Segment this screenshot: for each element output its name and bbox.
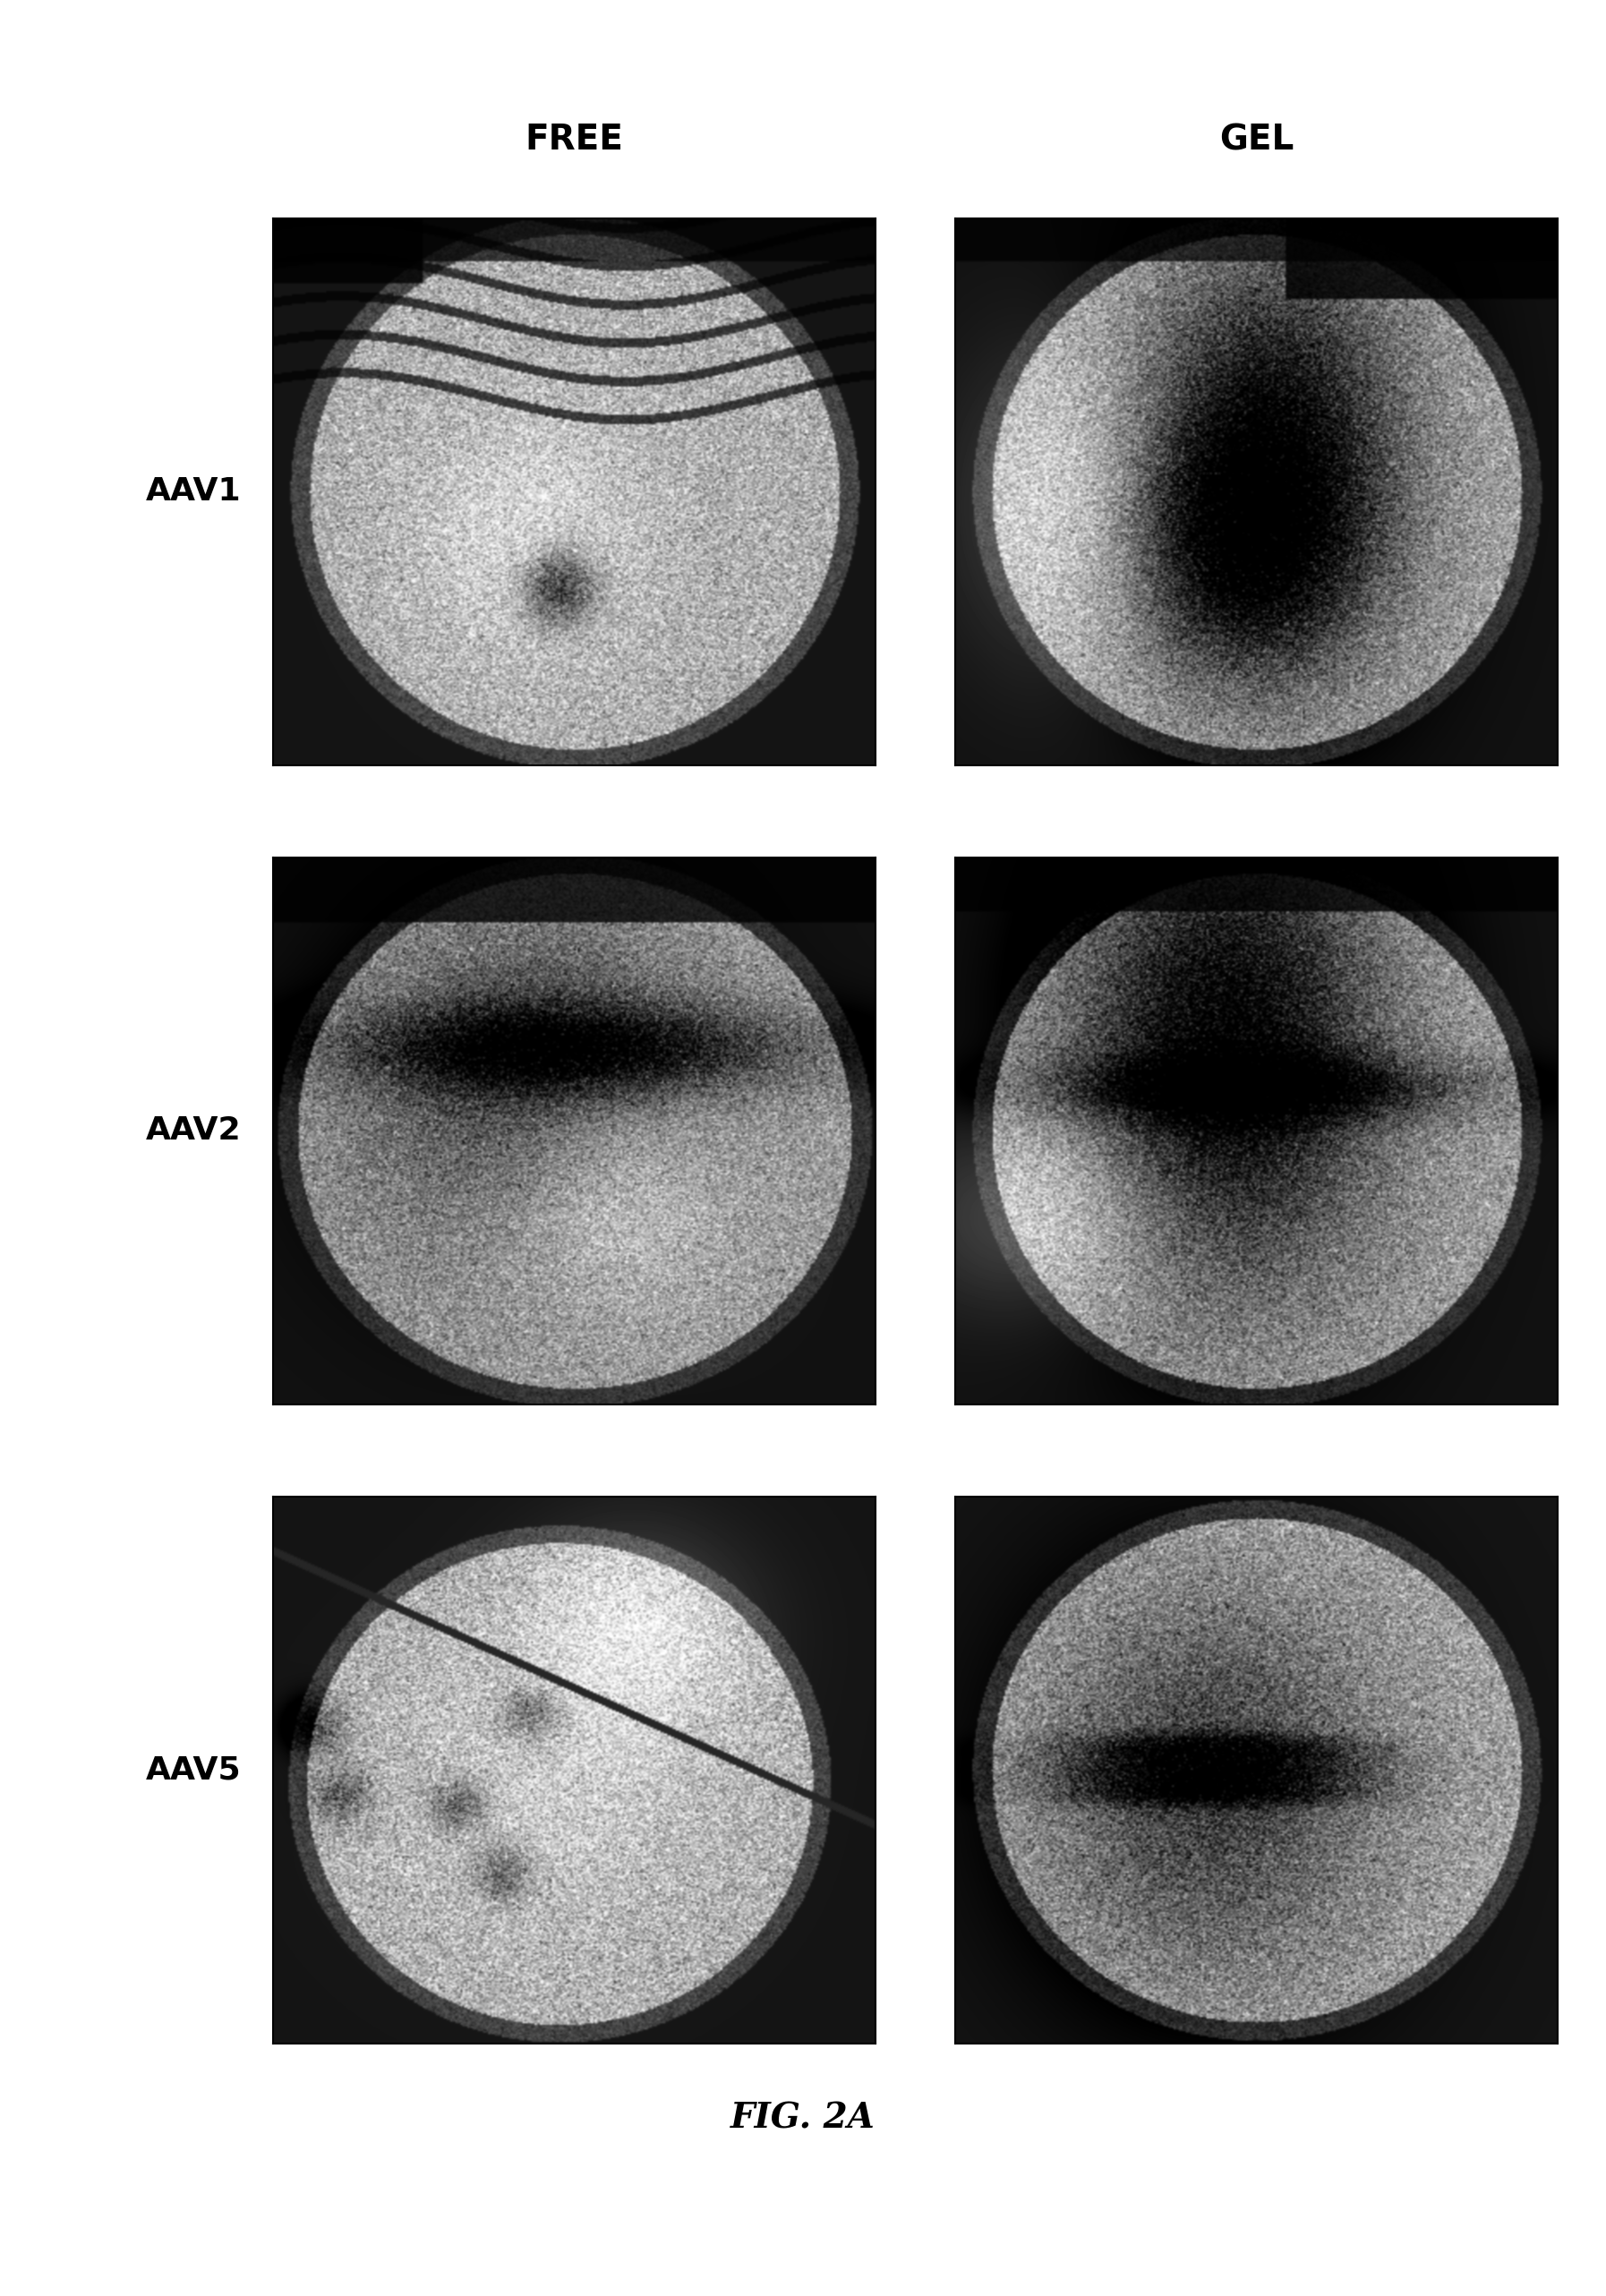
Text: GEL: GEL	[1219, 122, 1294, 156]
Text: AAV5: AAV5	[146, 1754, 241, 1784]
Text: AAV2: AAV2	[146, 1116, 241, 1146]
Text: AAV1: AAV1	[146, 478, 241, 507]
Text: FREE: FREE	[525, 122, 623, 156]
Text: FIG. 2A: FIG. 2A	[731, 2101, 875, 2135]
